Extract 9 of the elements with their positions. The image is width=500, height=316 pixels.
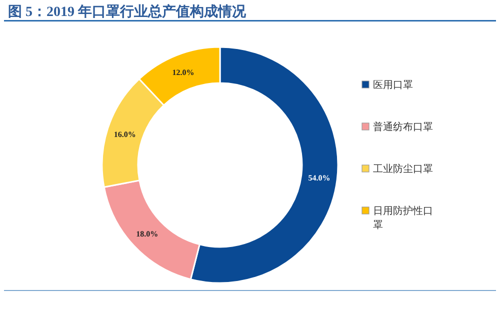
- chart-title: 图 5：2019 年口罩行业总产值构成情况: [8, 3, 247, 20]
- legend-label: 日用防护性口罩: [373, 205, 433, 231]
- data-label: 18.0%: [136, 229, 158, 238]
- legend-label: 普通纺布口罩: [373, 121, 433, 133]
- data-label: 16.0%: [114, 130, 136, 139]
- data-label: 12.0%: [172, 68, 194, 77]
- legend-label: 医用口罩: [373, 79, 413, 91]
- legend-label: 工业防尘口罩: [373, 163, 433, 175]
- data-label: 54.0%: [308, 173, 330, 182]
